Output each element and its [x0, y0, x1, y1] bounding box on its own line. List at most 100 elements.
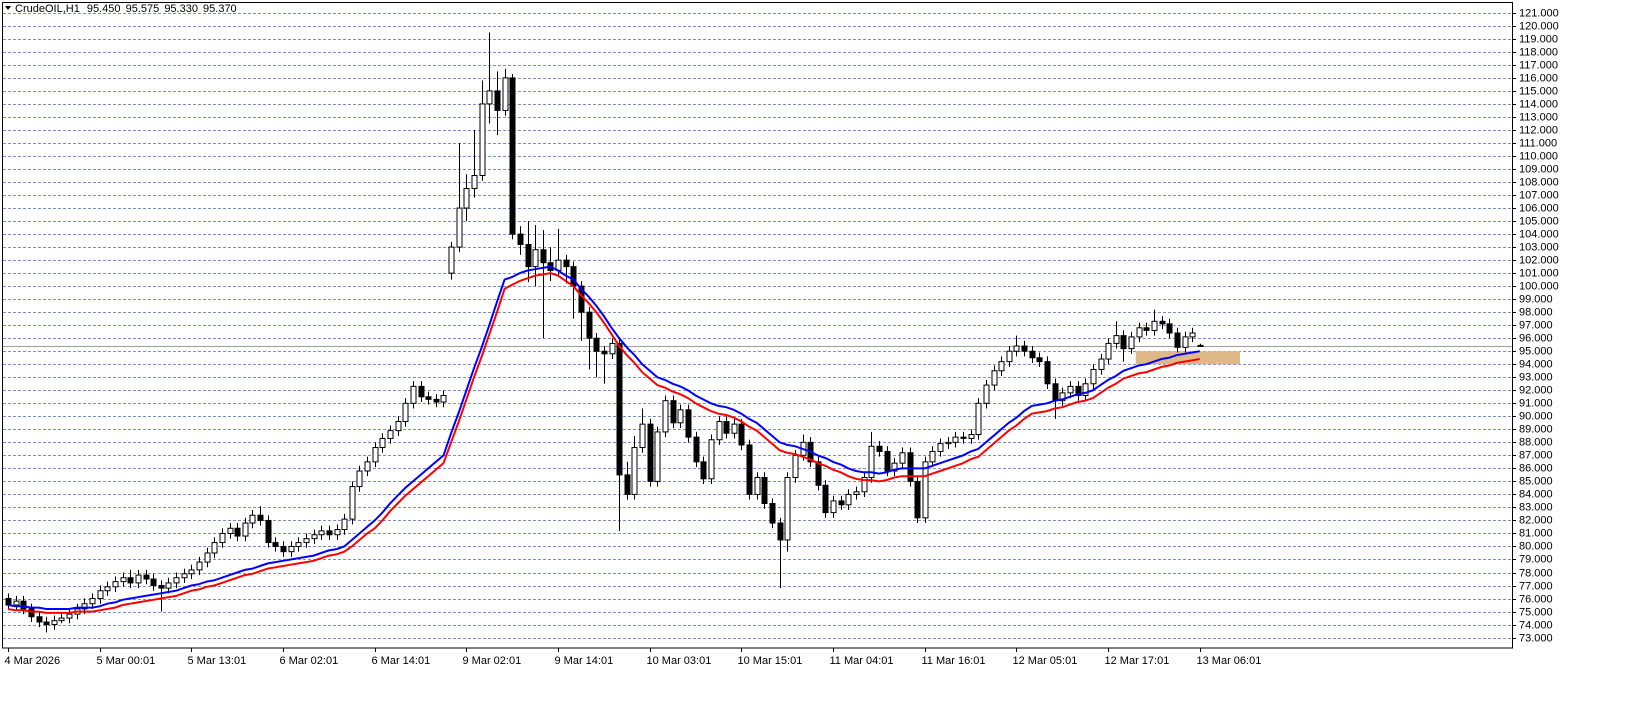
y-tick-label: 105.000 — [1519, 215, 1559, 227]
candle-body — [1082, 383, 1089, 396]
candle-body — [1098, 358, 1105, 370]
candle-body — [349, 486, 356, 520]
candle-body — [494, 90, 501, 111]
candle-body — [58, 617, 65, 622]
candle-body — [5, 598, 12, 606]
candle-body — [20, 600, 27, 610]
y-tick-label: 96.000 — [1519, 332, 1553, 344]
candle-body — [242, 522, 249, 537]
candle-body — [884, 450, 891, 472]
candle-body — [66, 613, 73, 619]
candle-body — [158, 585, 165, 589]
candle-body — [1128, 336, 1135, 350]
candle-body — [502, 77, 509, 111]
candle-body — [861, 476, 868, 493]
candle-body — [334, 529, 341, 536]
marks — [3, 32, 1512, 633]
y-tick-label: 111.000 — [1519, 137, 1557, 149]
candle-body — [402, 402, 409, 423]
header-close: 95.370 — [203, 3, 237, 15]
candle-body — [685, 409, 692, 438]
candle-body — [945, 441, 952, 445]
x-tick-label: 10 Mar 15:01 — [738, 655, 803, 667]
candle-body — [624, 474, 631, 495]
price-zone — [1135, 351, 1240, 365]
candle-body — [525, 243, 532, 268]
candle-body — [586, 311, 593, 339]
y-tick-label: 73.000 — [1519, 632, 1553, 644]
candle-body — [1059, 392, 1066, 402]
y-tick-label: 113.000 — [1519, 111, 1558, 123]
candle-body — [143, 574, 150, 580]
y-tick-label: 109.000 — [1519, 163, 1559, 175]
candle-body — [899, 452, 906, 464]
y-tick-label: 120.000 — [1519, 20, 1559, 32]
menu-arrow[interactable] — [5, 6, 11, 10]
symbol: CrudeOIL,H1 — [15, 3, 80, 15]
candle-body — [815, 461, 822, 486]
x-tick-label: 5 Mar 00:01 — [97, 655, 156, 667]
candle-body — [761, 476, 768, 505]
y-tick-label: 103.000 — [1519, 241, 1559, 253]
candle-body — [891, 462, 898, 472]
candle-body — [1113, 335, 1120, 344]
candle-body — [486, 90, 493, 105]
y-tick-label: 76.000 — [1519, 593, 1553, 605]
y-tick-label: 117.000 — [1519, 59, 1558, 71]
candle-body — [418, 385, 425, 398]
y-tick-label: 79.000 — [1519, 553, 1553, 565]
x-tick-label: 10 Mar 03:01 — [647, 655, 712, 667]
candle-body — [693, 436, 700, 463]
y-tick-label: 97.000 — [1519, 319, 1553, 331]
candle-body — [968, 434, 975, 439]
y-tick-label: 94.000 — [1519, 358, 1553, 370]
y-tick-label: 121.000 — [1519, 7, 1559, 19]
y-tick-label: 106.000 — [1519, 202, 1559, 214]
candle-body — [830, 500, 837, 514]
candle-body — [249, 514, 256, 524]
y-tick-label: 114.000 — [1519, 98, 1558, 110]
y-tick-label: 100.000 — [1519, 280, 1559, 292]
candle-body — [326, 530, 333, 536]
candle-body — [135, 574, 142, 584]
candle-body — [738, 423, 745, 446]
y-tick-label: 118.000 — [1519, 46, 1558, 58]
candle-body — [991, 370, 998, 386]
candle-body — [234, 527, 241, 537]
y-tick-label: 85.000 — [1519, 475, 1553, 487]
candle-body — [731, 423, 738, 434]
candle-body — [769, 503, 776, 524]
candle-body — [907, 452, 914, 482]
candle-body — [876, 445, 883, 452]
header-open: 95.450 — [87, 3, 121, 15]
grid — [3, 13, 1512, 639]
candle-body — [983, 384, 990, 404]
candle-body — [372, 447, 379, 463]
y-tick-label: 89.000 — [1519, 423, 1553, 435]
candle-body — [517, 233, 524, 245]
y-tick-label: 88.000 — [1519, 436, 1553, 448]
candle-body — [1105, 342, 1112, 360]
candle-body — [1044, 361, 1051, 385]
candle-body — [822, 484, 829, 514]
candle-body — [937, 443, 944, 452]
y-tick-label: 74.000 — [1519, 619, 1553, 631]
candle-body — [654, 431, 661, 482]
candle-body — [716, 421, 723, 441]
candle-body — [1174, 332, 1181, 348]
candle-body — [838, 500, 845, 506]
y-tick-label: 80.000 — [1519, 540, 1553, 552]
candle-body — [448, 246, 455, 274]
candle-body — [1036, 357, 1043, 363]
candle-body — [379, 437, 386, 449]
x-tick-label: 9 Mar 14:01 — [555, 655, 614, 667]
candle-body — [929, 450, 936, 463]
candle-body — [127, 577, 134, 584]
candle-body — [97, 590, 104, 600]
candle-body — [1182, 336, 1189, 348]
y-tick-label: 102.000 — [1519, 254, 1559, 266]
header-high: 95.575 — [126, 3, 160, 15]
candle-body — [746, 444, 753, 495]
candle-body — [36, 616, 43, 623]
candle-body — [639, 423, 646, 449]
